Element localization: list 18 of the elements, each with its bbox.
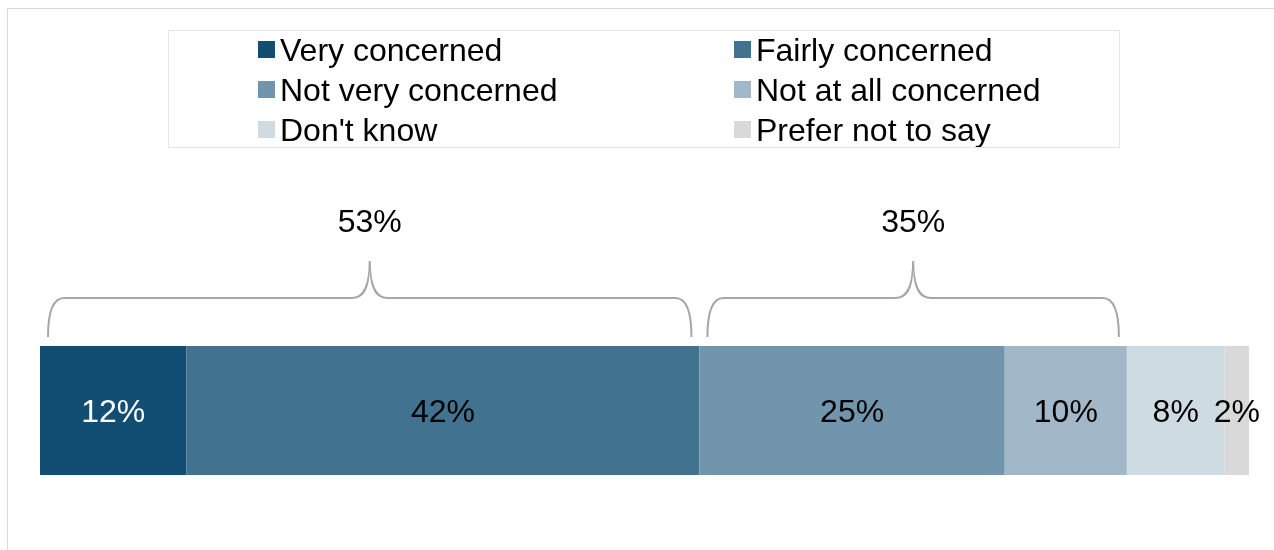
text: 53% (337, 203, 402, 239)
bar (186, 346, 700, 475)
data-label: 12% (81, 392, 146, 429)
data-label: 10% (1033, 392, 1098, 429)
legend-label: Fairly concerned (756, 31, 993, 68)
text: 35% (881, 203, 946, 239)
legend-label: Not at all concerned (756, 71, 1041, 108)
data-label: 25% (820, 392, 885, 429)
legend-label: Prefer not to say (756, 111, 991, 148)
data-label: 8% (1152, 392, 1199, 429)
data-label: 42% (410, 392, 476, 429)
data-label: 2% (1213, 392, 1260, 429)
legend-label: Don't know (280, 111, 439, 148)
legend-label: Not very concerned (280, 71, 558, 108)
bar (699, 346, 1005, 475)
bar (40, 346, 187, 475)
legend-label: Very concerned (280, 31, 503, 68)
bar (1004, 346, 1127, 475)
